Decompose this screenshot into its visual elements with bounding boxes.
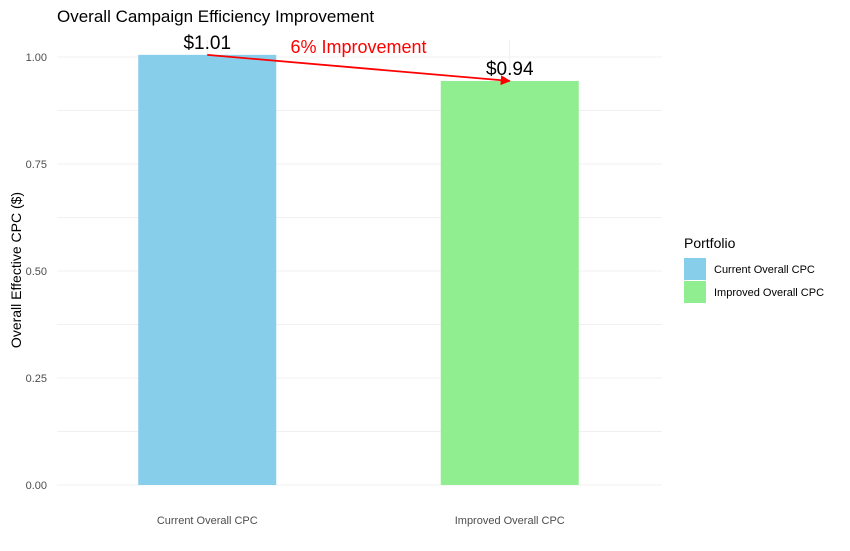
x-axis-ticks: Current Overall CPC Improved Overall CPC (157, 515, 565, 527)
legend-label-2: Improved Overall CPC (714, 287, 824, 299)
legend-title: Portfolio (684, 235, 736, 251)
improvement-arrow (207, 53, 511, 86)
y-tick-label: 0.25 (26, 373, 47, 385)
legend-swatch-1 (684, 258, 706, 280)
y-tick-label: 0.00 (26, 480, 47, 492)
data-label-2: $0.94 (486, 59, 534, 80)
data-labels: $1.01 $0.94 (183, 33, 533, 80)
y-tick-label: 0.50 (26, 266, 47, 278)
chart-title: Overall Campaign Efficiency Improvement (57, 7, 374, 26)
y-axis-title: Overall Effective CPC ($) (8, 192, 24, 348)
legend: Portfolio Current Overall CPC Improved Ov… (684, 235, 824, 303)
bar-1 (138, 54, 277, 486)
improvement-label: 6% Improvement (290, 37, 426, 57)
y-tick-label: 0.75 (26, 159, 47, 171)
bars (138, 54, 579, 486)
y-tick-label: 1.00 (26, 52, 47, 64)
x-tick-label: Improved Overall CPC (455, 515, 565, 527)
legend-swatch-2 (684, 281, 706, 303)
data-label-1: $1.01 (183, 33, 231, 54)
y-axis-ticks: 0.00 0.25 0.50 0.75 1.00 (26, 52, 47, 492)
bar-2 (440, 80, 579, 485)
improvement-annotation: 6% Improvement (207, 37, 511, 86)
legend-label-1: Current Overall CPC (714, 264, 815, 276)
x-tick-label: Current Overall CPC (157, 515, 258, 527)
